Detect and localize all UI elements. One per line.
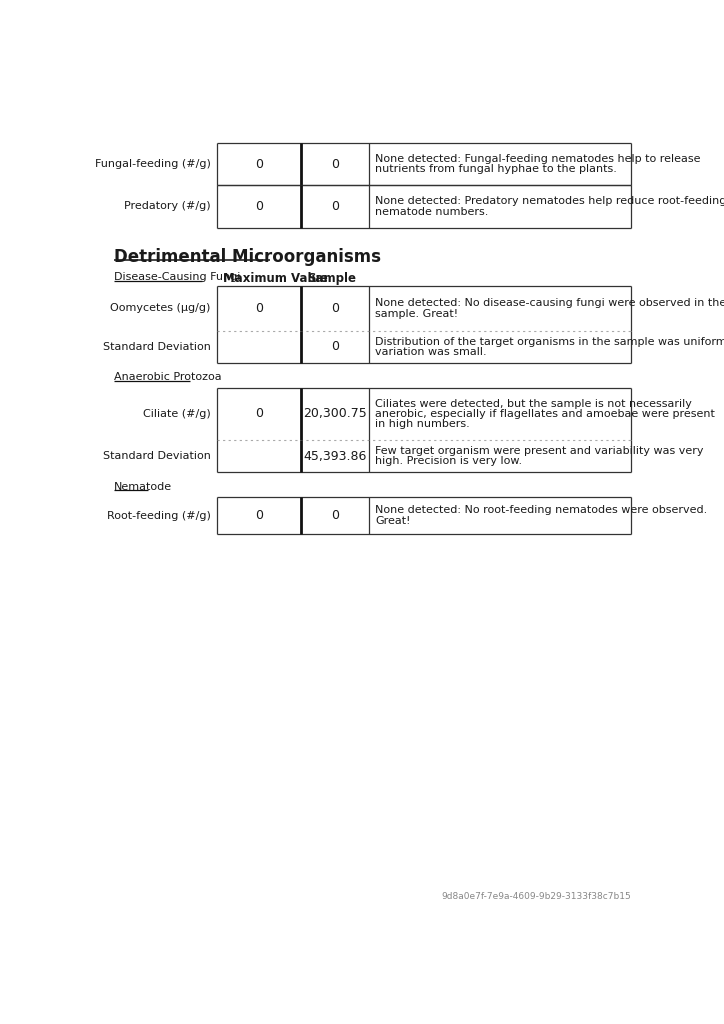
Text: Anaerobic Protozoa: Anaerobic Protozoa bbox=[114, 373, 222, 382]
Text: Root-feeding (#/g): Root-feeding (#/g) bbox=[106, 511, 211, 520]
Text: high. Precision is very low.: high. Precision is very low. bbox=[375, 457, 522, 467]
Text: 0: 0 bbox=[331, 302, 339, 315]
Text: Disease-Causing Fungi: Disease-Causing Fungi bbox=[114, 272, 240, 283]
Text: 0: 0 bbox=[255, 200, 263, 213]
Text: 0: 0 bbox=[255, 408, 263, 421]
Text: 0: 0 bbox=[331, 200, 339, 213]
Text: Few target organism were present and variability was very: Few target organism were present and var… bbox=[375, 446, 704, 456]
Text: Fungal-feeding (#/g): Fungal-feeding (#/g) bbox=[95, 159, 211, 169]
Text: None detected: No root-feeding nematodes were observed.: None detected: No root-feeding nematodes… bbox=[375, 506, 707, 515]
Text: in high numbers.: in high numbers. bbox=[375, 420, 470, 429]
Text: Oomycetes (μg/g): Oomycetes (μg/g) bbox=[110, 303, 211, 313]
Text: 0: 0 bbox=[331, 509, 339, 522]
Text: Distribution of the target organisms in the sample was uniform;: Distribution of the target organisms in … bbox=[375, 337, 724, 347]
Text: Ciliate (#/g): Ciliate (#/g) bbox=[143, 409, 211, 419]
Text: anerobic, especially if flagellates and amoebae were present: anerobic, especially if flagellates and … bbox=[375, 409, 715, 419]
Text: Detrimental Microorganisms: Detrimental Microorganisms bbox=[114, 248, 381, 265]
Text: 9d8a0e7f-7e9a-4609-9b29-3133f38c7b15: 9d8a0e7f-7e9a-4609-9b29-3133f38c7b15 bbox=[442, 892, 631, 900]
Text: 20,300.75: 20,300.75 bbox=[303, 408, 366, 421]
Text: variation was small.: variation was small. bbox=[375, 347, 487, 357]
Text: None detected: Fungal-feeding nematodes help to release: None detected: Fungal-feeding nematodes … bbox=[375, 154, 700, 164]
Text: 0: 0 bbox=[255, 158, 263, 171]
Text: Predatory (#/g): Predatory (#/g) bbox=[124, 202, 211, 211]
Text: Great!: Great! bbox=[375, 516, 411, 525]
Text: Standard Deviation: Standard Deviation bbox=[103, 452, 211, 461]
Text: 45,393.86: 45,393.86 bbox=[303, 450, 366, 463]
Text: Sample: Sample bbox=[307, 272, 355, 286]
Text: 0: 0 bbox=[255, 509, 263, 522]
Text: sample. Great!: sample. Great! bbox=[375, 308, 458, 318]
Text: 0: 0 bbox=[331, 340, 339, 353]
Text: nematode numbers.: nematode numbers. bbox=[375, 207, 488, 217]
Text: None detected: No disease-causing fungi were observed in the: None detected: No disease-causing fungi … bbox=[375, 298, 724, 308]
Text: Ciliates were detected, but the sample is not necessarily: Ciliates were detected, but the sample i… bbox=[375, 398, 692, 409]
Text: None detected: Predatory nematodes help reduce root-feeding: None detected: Predatory nematodes help … bbox=[375, 197, 724, 206]
Text: 0: 0 bbox=[331, 158, 339, 171]
Text: Nematode: Nematode bbox=[114, 481, 172, 492]
Text: 0: 0 bbox=[255, 302, 263, 315]
Text: nutrients from fungal hyphae to the plants.: nutrients from fungal hyphae to the plan… bbox=[375, 164, 617, 174]
Text: Maximum Value: Maximum Value bbox=[223, 272, 328, 286]
Text: Standard Deviation: Standard Deviation bbox=[103, 342, 211, 352]
